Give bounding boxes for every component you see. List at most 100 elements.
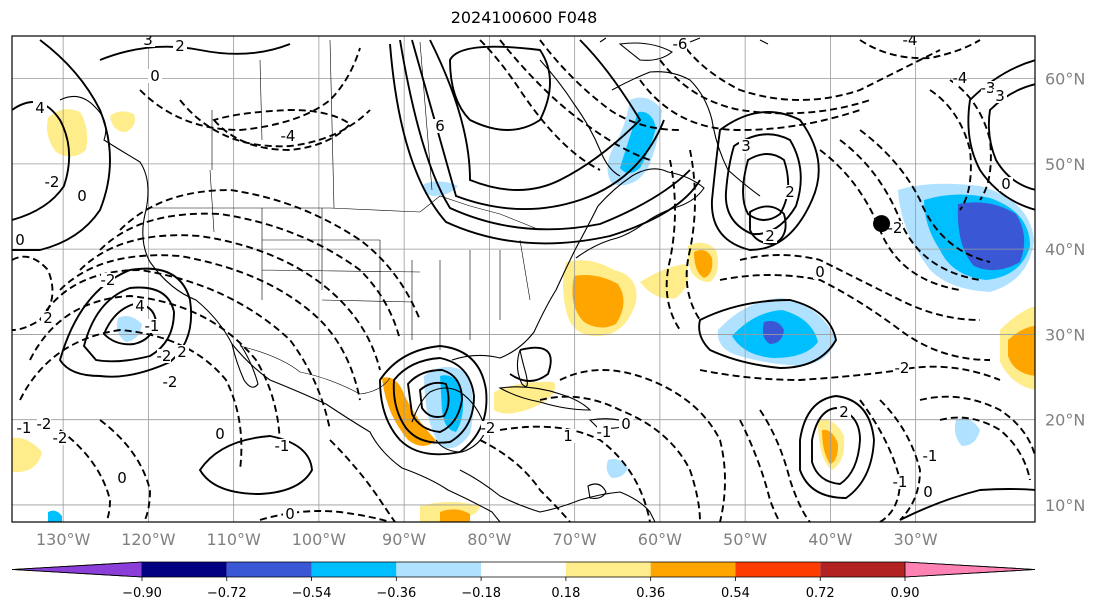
colorbar-extend-low	[11, 561, 143, 578]
contour-label: 0	[117, 469, 127, 487]
shade-orange-bottom	[440, 509, 470, 522]
contour-label: 2	[175, 37, 185, 55]
colorbar-bin	[481, 562, 566, 577]
contour-label-bg	[953, 71, 967, 85]
map-frame	[11, 35, 1036, 523]
longitude-label: 60°W	[638, 530, 682, 549]
contour-label-bg	[37, 417, 51, 431]
contour-label: 2	[785, 183, 795, 201]
contour-label-bg	[141, 36, 155, 47]
longitude-labels: 130°W 120°W 110°W 100°W 90°W 80°W 70°W 60°W 50°W…	[36, 530, 938, 549]
contour-label: 0	[621, 415, 631, 433]
contour-label-bg	[673, 37, 687, 51]
contour-label: -1	[923, 447, 938, 465]
longitude-label: 50°W	[723, 530, 767, 549]
contour-label: -2	[37, 415, 52, 433]
shade-blue-bottom-left	[48, 510, 62, 522]
contour-label-bg	[597, 425, 611, 439]
contour-label-bg	[433, 119, 447, 133]
colorbar-tick-label: 0.36	[636, 586, 665, 601]
colorbar-bin	[311, 562, 397, 577]
colorbar-extend-high	[904, 561, 1036, 578]
longitude-label: 130°W	[36, 530, 91, 549]
colorbar: −0.90 −0.72 −0.54 −0.36 −0.18 0.18 0.36 0.54 0.7…	[11, 561, 1036, 601]
map-area	[12, 36, 1035, 522]
contour-label-bg	[923, 449, 937, 463]
contour-label: 3	[995, 87, 1005, 105]
contour-label: 4	[135, 297, 145, 315]
contour-label-bg	[17, 421, 31, 435]
contour-label: -2	[101, 271, 116, 289]
contour-label-bg	[281, 129, 295, 143]
contour-label-bg	[921, 485, 935, 499]
contour-label-bg	[41, 311, 55, 325]
shade-orange-far-east-core	[1008, 326, 1035, 376]
shade-blue-atl-core	[762, 321, 784, 344]
contour-label: -2	[888, 219, 903, 237]
contour-label-bg	[739, 139, 753, 153]
contour-label-bg	[101, 273, 115, 287]
contour-label-bg	[981, 81, 995, 95]
shade-blue-south	[954, 418, 980, 446]
contour-label: -1	[893, 473, 908, 491]
contour-label-bg	[53, 431, 67, 445]
longitude-label: 80°W	[467, 530, 511, 549]
contour-label-bg	[75, 189, 89, 203]
contour-label-bg	[13, 233, 27, 247]
contour-label: 0	[285, 505, 295, 523]
colorbar-bin	[396, 562, 482, 577]
contour-label-bg	[561, 429, 575, 443]
colorbar-tick-label: 0.18	[551, 586, 580, 601]
contour-label: 2	[765, 227, 775, 245]
contour-label-bg	[115, 471, 129, 485]
longitude-label: 40°W	[808, 530, 852, 549]
shade-blue-hudson	[620, 111, 656, 173]
map-title: 2024100600 F048	[450, 8, 598, 27]
colorbar-tick-label: −0.90	[122, 586, 162, 601]
contour-label-bg	[173, 39, 187, 53]
contour-label-bg	[763, 229, 777, 243]
contour-label-bg	[157, 349, 171, 363]
shade-yellow-small	[110, 111, 135, 132]
latitude-label: 30°N	[1045, 325, 1085, 344]
shaded-anomalies	[12, 97, 1035, 522]
shade-blue-ne-core	[957, 202, 1025, 271]
longitude-label: 110°W	[206, 530, 261, 549]
graticule	[12, 36, 1035, 522]
colorbar-bin	[226, 562, 312, 577]
colorbar-tick-label: 0.90	[891, 586, 920, 601]
contour-label: -2	[481, 419, 496, 437]
shade-orange-east-core	[694, 250, 713, 278]
contour-label-bg	[619, 417, 633, 431]
contour-label-bg	[888, 221, 902, 235]
colorbar-tick-label: −0.72	[207, 586, 247, 601]
contour-label-bg	[993, 89, 1007, 103]
longitude-label: 120°W	[121, 530, 176, 549]
contour-label: 0	[15, 231, 25, 249]
contour-label-bg	[275, 439, 289, 453]
contour-label-bg	[163, 375, 177, 389]
shade-blue-pac	[117, 316, 142, 342]
contour-label-bg	[33, 101, 47, 115]
latitude-labels: 10°N 20°N 30°N 40°N 50°N 60°N	[1045, 70, 1085, 515]
contour-label: -1	[145, 317, 160, 335]
colorbar-bin	[142, 562, 227, 577]
latitude-label: 40°N	[1045, 240, 1085, 259]
contour-label-bg	[133, 299, 147, 313]
contour-label-bg	[213, 427, 227, 441]
colorbar-tick-label: 0.54	[721, 586, 750, 601]
shade-yellow-caribbean	[494, 381, 556, 414]
longitude-label: 90°W	[382, 530, 426, 549]
contour-label: 0	[815, 263, 825, 281]
latitude-label: 20°N	[1045, 411, 1085, 430]
contour-label-bg	[283, 507, 297, 521]
location-marker	[873, 215, 891, 233]
longitude-label: 100°W	[292, 530, 347, 549]
contour-label: -1	[597, 423, 612, 441]
longitude-label: 70°W	[553, 530, 597, 549]
shade-yellow-east	[640, 264, 689, 299]
contour-label-bg	[148, 69, 162, 83]
contour-label: -4	[953, 69, 968, 87]
contour-label: 2	[839, 403, 849, 421]
